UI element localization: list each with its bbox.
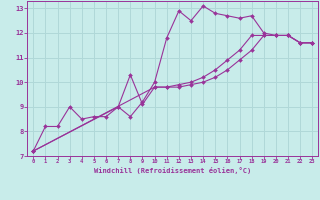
X-axis label: Windchill (Refroidissement éolien,°C): Windchill (Refroidissement éolien,°C) (94, 167, 252, 174)
